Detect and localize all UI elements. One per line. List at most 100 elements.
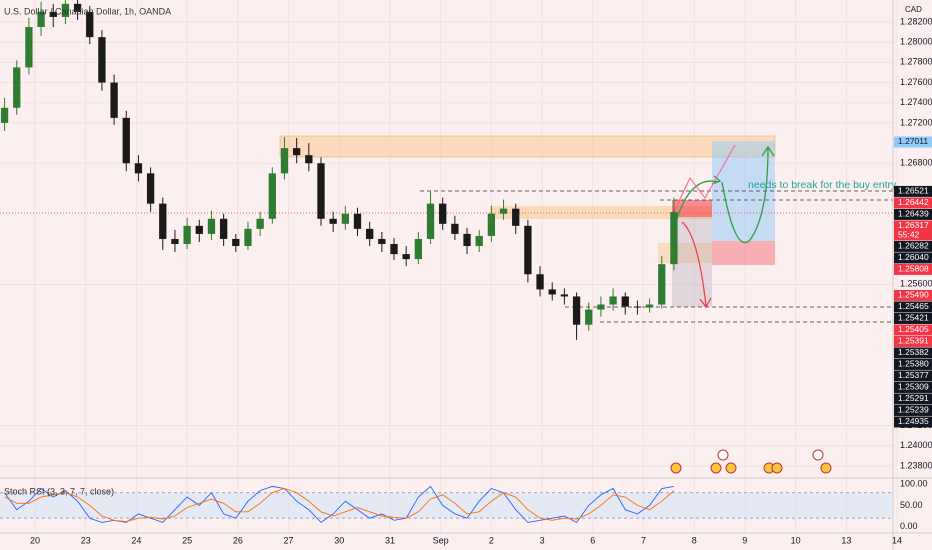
candle-body bbox=[86, 11, 94, 38]
candle-body bbox=[609, 296, 617, 305]
candle-body bbox=[98, 37, 106, 83]
x-tick-label: 30 bbox=[334, 535, 344, 545]
candle-body bbox=[110, 82, 118, 118]
candle-body bbox=[524, 225, 532, 275]
candle-body bbox=[305, 155, 313, 164]
candle-body bbox=[256, 218, 264, 229]
range-zone bbox=[672, 217, 712, 307]
candle-body bbox=[353, 213, 362, 229]
risk-zone bbox=[712, 241, 775, 265]
candle-body bbox=[560, 294, 569, 297]
event-icon bbox=[820, 462, 832, 474]
candle-body bbox=[475, 235, 483, 247]
price-badge bbox=[894, 185, 932, 197]
y-tick-label: 1.27800 bbox=[900, 57, 932, 67]
price-badge-label: 1.25421 bbox=[898, 313, 929, 323]
candle-body bbox=[621, 296, 629, 307]
price-badge bbox=[894, 381, 932, 393]
price-badge-label: 1.25465 bbox=[898, 301, 929, 311]
x-tick-label: 8 bbox=[692, 535, 697, 545]
x-tick-label: 6 bbox=[590, 535, 595, 545]
price-badge bbox=[894, 404, 932, 416]
candle-body bbox=[585, 309, 593, 325]
candle-body bbox=[366, 228, 374, 239]
candle-body bbox=[499, 208, 508, 214]
price-badge-label: 1.25291 bbox=[898, 393, 929, 403]
currency: CAD bbox=[905, 5, 922, 14]
price-badge bbox=[894, 301, 932, 313]
x-tick-label: 9 bbox=[742, 535, 747, 545]
candle-body bbox=[232, 238, 240, 247]
candle-body bbox=[536, 274, 544, 290]
price-badge bbox=[894, 347, 932, 359]
candle-body bbox=[451, 223, 459, 234]
indicator-tick-label: 0.00 bbox=[900, 521, 918, 531]
candle-body bbox=[171, 238, 179, 244]
candle-body bbox=[645, 304, 654, 308]
price-badge-label: 1.26317 bbox=[898, 220, 929, 230]
price-badge-label: 1.24935 bbox=[898, 416, 929, 426]
candle-body bbox=[658, 264, 666, 305]
price-badge-label: 1.25382 bbox=[898, 347, 929, 357]
event-icon bbox=[725, 462, 737, 474]
arrowhead bbox=[761, 145, 775, 157]
candle-body bbox=[402, 254, 410, 260]
y-tick-label: 1.27200 bbox=[900, 117, 932, 127]
x-tick-label: 10 bbox=[791, 535, 801, 545]
x-tick-label: 13 bbox=[841, 535, 851, 545]
price-badge bbox=[894, 335, 932, 347]
price-badge-label: 1.25391 bbox=[898, 336, 929, 346]
countdown: 55:42 bbox=[898, 230, 920, 240]
price-badge bbox=[894, 252, 932, 264]
x-tick-label: 26 bbox=[233, 535, 243, 545]
x-tick-label: 23 bbox=[81, 535, 91, 545]
price-badge-label: 1.25377 bbox=[898, 370, 929, 380]
event-icon bbox=[771, 462, 783, 474]
event-icon bbox=[812, 449, 824, 461]
price-badge bbox=[894, 312, 932, 324]
x-tick-label: 25 bbox=[182, 535, 192, 545]
candle-body bbox=[73, 3, 82, 12]
candle-body bbox=[633, 306, 642, 308]
indicator-tick-label: 50.00 bbox=[900, 500, 923, 510]
candle-body bbox=[159, 203, 167, 239]
price-badge bbox=[894, 136, 932, 148]
chart-title: U.S. Dollar / Canadian Dollar, 1h, OANDA bbox=[4, 6, 171, 16]
candle-body bbox=[25, 27, 33, 68]
indicator-tick-label: 100.00 bbox=[900, 479, 928, 489]
y-tick-label: 1.28200 bbox=[900, 16, 932, 26]
candle-body bbox=[512, 208, 520, 226]
candle-body bbox=[0, 107, 9, 123]
price-badge bbox=[894, 393, 932, 405]
candle-body bbox=[195, 225, 203, 234]
y-tick-label: 1.27600 bbox=[900, 77, 932, 87]
candle-body bbox=[463, 233, 471, 247]
candle-body bbox=[329, 218, 337, 224]
candle-body bbox=[219, 218, 228, 239]
price-badge bbox=[894, 263, 932, 275]
candle-body bbox=[426, 203, 435, 239]
candle-body bbox=[390, 243, 398, 255]
event-icon bbox=[670, 462, 682, 474]
candle-body bbox=[414, 238, 423, 260]
stoch-line bbox=[4, 488, 675, 523]
candle-body bbox=[487, 213, 496, 236]
candle-body bbox=[293, 148, 301, 156]
x-tick-label: 20 bbox=[30, 535, 40, 545]
x-tick-label: 24 bbox=[131, 535, 141, 545]
price-badge bbox=[894, 289, 932, 301]
price-badge-label: 1.25490 bbox=[898, 290, 929, 300]
candle-body bbox=[49, 11, 57, 17]
price-badge bbox=[894, 240, 932, 252]
price-badge-label: 1.25808 bbox=[898, 264, 929, 274]
price-badge-label: 1.25309 bbox=[898, 382, 929, 392]
candle-body bbox=[670, 212, 678, 265]
price-badge bbox=[894, 416, 932, 428]
x-tick-label: 2 bbox=[489, 535, 494, 545]
price-badge bbox=[894, 197, 932, 209]
candle-body bbox=[146, 173, 155, 204]
price-badge-label: 1.26040 bbox=[898, 252, 929, 262]
x-tick-label: 27 bbox=[284, 535, 294, 545]
y-tick-label: 1.27400 bbox=[900, 97, 932, 107]
